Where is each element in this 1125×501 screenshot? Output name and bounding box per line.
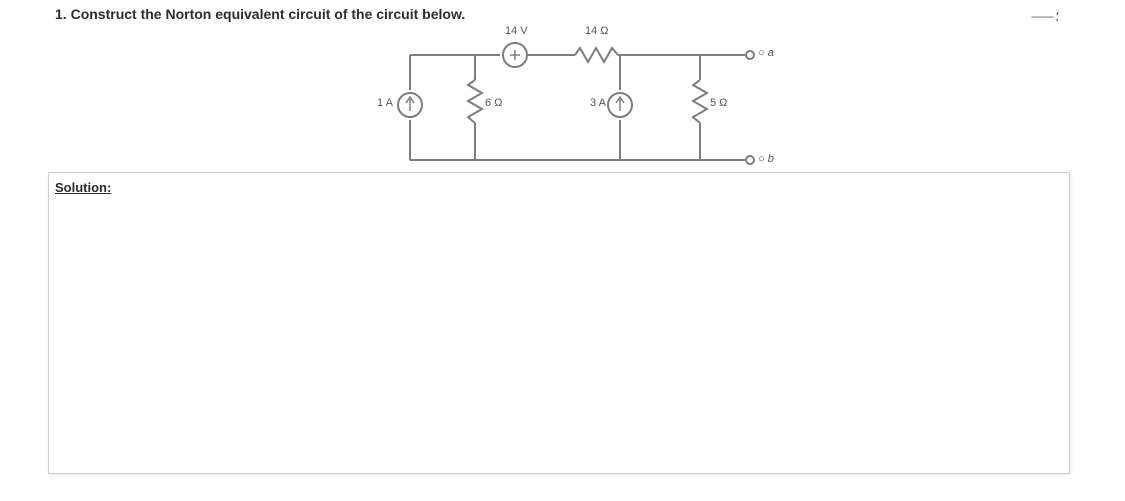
terminal-b-label: ○ b xyxy=(758,153,774,165)
page-root: 1. Construct the Norton equivalent circu… xyxy=(0,0,1125,501)
voltage-source-label: 14 V xyxy=(505,25,528,37)
question-heading: 1. Construct the Norton equivalent circu… xyxy=(55,6,465,22)
question-number: 1. xyxy=(55,6,67,22)
resistor-mid-label: 6 Ω xyxy=(485,97,502,109)
resistor-top-label: 14 Ω xyxy=(585,25,609,37)
solution-label: Solution: xyxy=(55,180,111,195)
current-source-left-label: 1 A xyxy=(377,97,393,109)
resistor-right-label: 5 Ω xyxy=(710,97,727,109)
circuit-diagram: 14 V 14 Ω 1 A 6 Ω 3 A 5 Ω ○ a ○ b xyxy=(380,25,800,170)
corner-mark-icon: ⸺⸵ xyxy=(1031,6,1060,26)
question-text: Construct the Norton equivalent circuit … xyxy=(71,6,466,22)
terminal-a-label: ○ a xyxy=(758,47,774,59)
solution-box xyxy=(48,172,1070,474)
current-source-mid-label: 3 A xyxy=(590,97,606,109)
